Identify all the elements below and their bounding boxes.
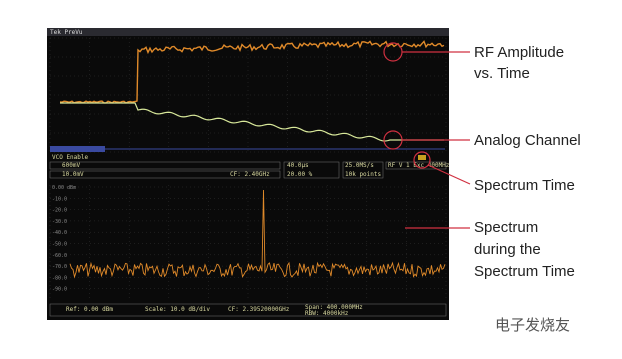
y-label: -80.0 [52,275,67,281]
y-label: -40.0 [52,230,67,236]
readout: 25.0MS/s [345,162,374,169]
readout: 40.0µs [287,162,309,169]
bus-label [50,146,105,152]
readout: CF: 2.39520000GHz [228,306,290,313]
readout: RBW: 4000kHz [305,310,349,317]
y-label: -20.0 [52,208,67,214]
y-label: -30.0 [52,219,67,225]
readout: Scale: 10.0 dB/div [145,306,210,313]
y-label: -60.0 [52,253,67,259]
readout: Span: 400.000MHz [305,304,363,311]
callouts [383,42,471,229]
watermark: 电子发烧友 [495,317,570,334]
spectrum-grid: 0.00 dBm -10.0 -20.0 -30.0 -40.0 -50.0 -60.0 -7… [49,185,447,300]
annotation: vs. Time [474,65,530,82]
readout: Ref: 0.00 dBm [66,306,113,313]
time-grid [49,37,447,153]
scope-header: Tek PreVu [50,29,83,36]
readout: 20.00 % [287,171,313,178]
annotation: during the [474,241,541,258]
y-label: -50.0 [52,242,67,248]
spectrum-time-marker [418,155,426,160]
annotation: Analog Channel [474,132,581,149]
y-label: -10.0 [52,196,67,202]
annotation: Spectrum Time [474,177,575,194]
readout-panel: 600mV 10.0mV CF: 2.40GHz 40.0µs 20.00 % … [49,161,450,179]
annotation: Spectrum [474,219,538,236]
channel-label: VCO Enable [52,154,89,161]
scope-header-bar [47,28,449,36]
rf-amplitude-trace [59,40,445,104]
spectrum-readouts: Ref: 0.00 dBm Scale: 10.0 dB/div CF: 2.3… [49,303,447,317]
readout: 600mV [62,162,80,169]
readout: 10k points [345,171,382,178]
y-label: -90.0 [52,287,67,293]
annotation: Spectrum Time [474,263,575,280]
annotation: RF Amplitude [474,44,564,61]
y-label: 0.00 dBm [52,185,76,191]
readout: RF V 1 Exc 400MHz [388,162,450,169]
readout: 10.0mV [62,171,84,178]
y-label: -70.0 [52,264,67,270]
spectrum-trace [69,189,446,279]
readout: CF: 2.40GHz [230,171,270,178]
